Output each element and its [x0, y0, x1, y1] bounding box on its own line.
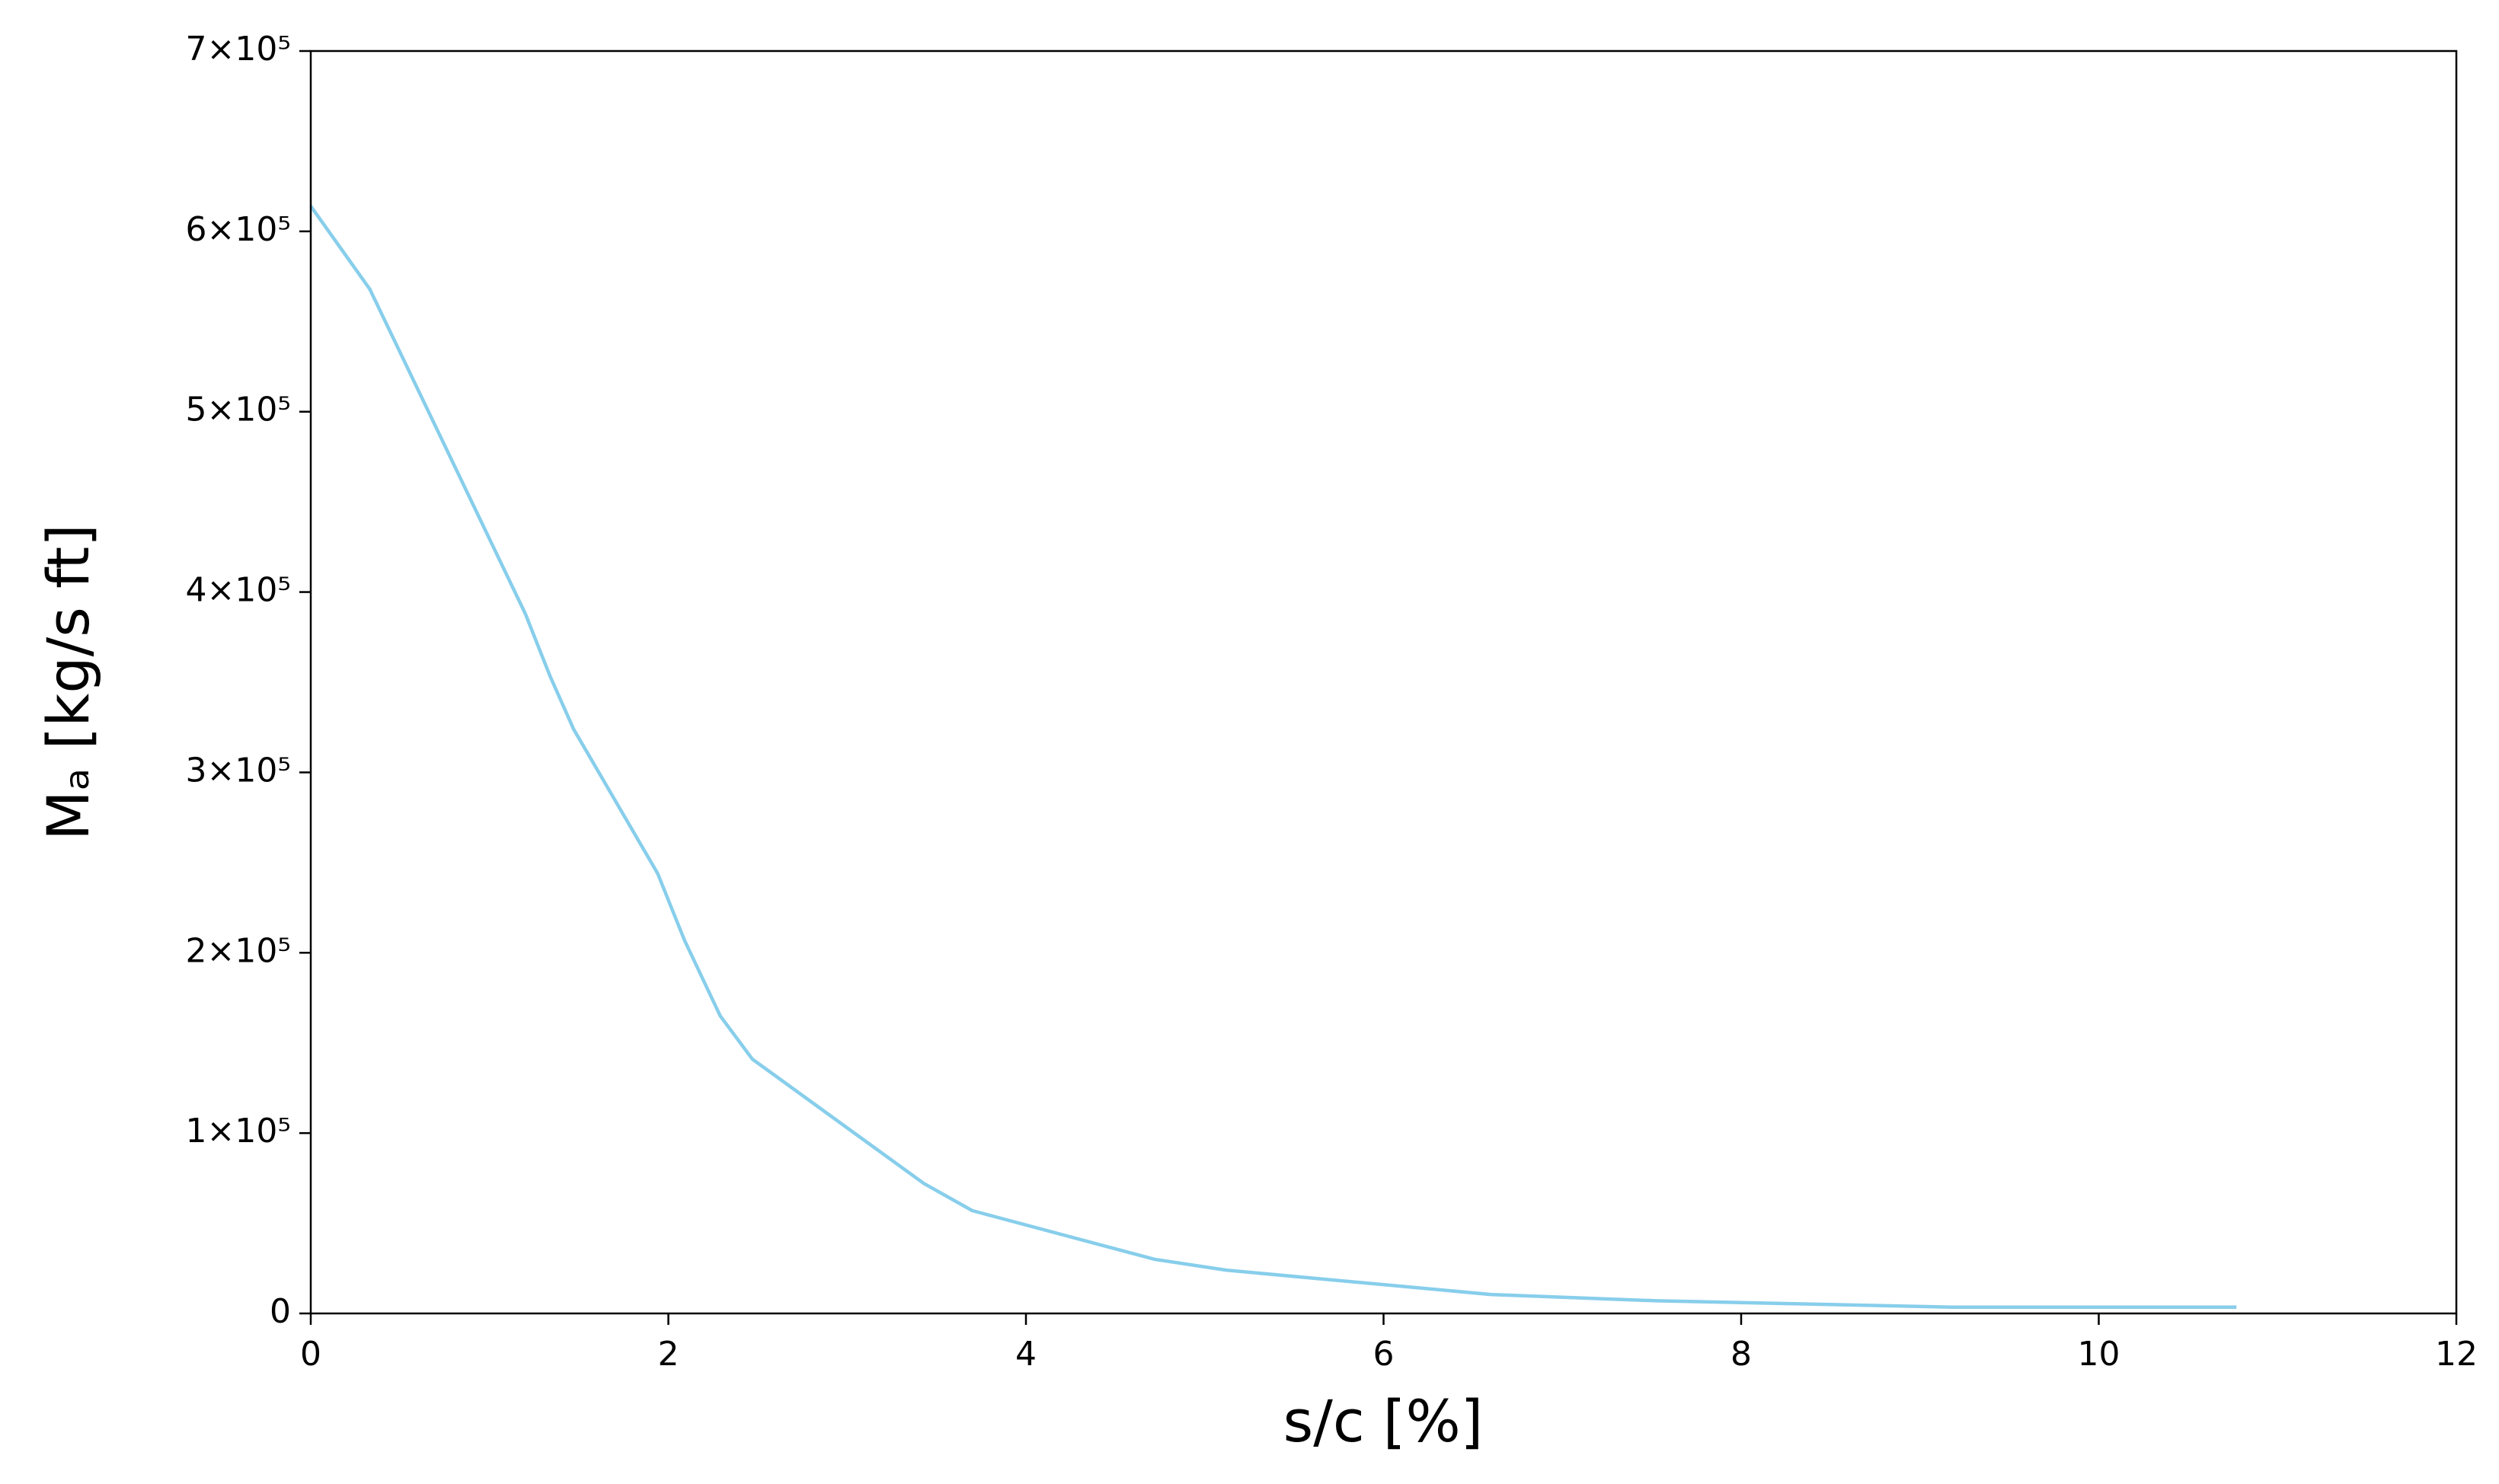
x-tick-label: 10	[2078, 1335, 2120, 1374]
y-tick-label: 5×10⁵	[186, 391, 292, 429]
x-tick-label: 12	[2435, 1335, 2478, 1374]
x-axis-label: s/c [%]	[1283, 1387, 1484, 1455]
y-tick-label: 7×10⁵	[186, 30, 292, 69]
data-line	[309, 205, 2237, 1309]
x-tick-label: 4	[1015, 1335, 1037, 1374]
x-tick-label: 2	[658, 1335, 679, 1374]
y-tick-label: 0	[270, 1292, 291, 1331]
y-tick-label: 3×10⁵	[186, 751, 292, 790]
y-tick-label: 4×10⁵	[186, 571, 292, 610]
y-tick-label: 1×10⁵	[186, 1112, 292, 1150]
x-tick-label: 8	[1730, 1335, 1752, 1374]
x-tick-label: 6	[1373, 1335, 1395, 1374]
plot-frame	[309, 49, 2458, 1315]
x-tick-label: 0	[300, 1335, 321, 1374]
y-tick-label: 2×10⁵	[186, 931, 292, 970]
y-axis-label: Mₐ [kg/s ft]	[34, 524, 102, 841]
y-tick-label: 6×10⁵	[186, 210, 292, 249]
